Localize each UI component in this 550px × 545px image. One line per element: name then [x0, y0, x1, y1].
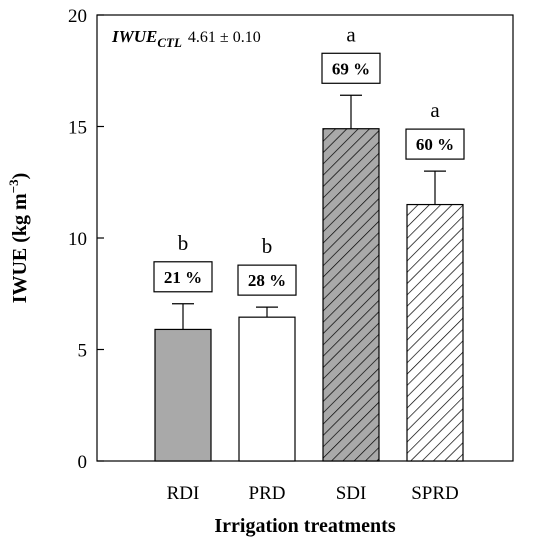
x-tick-label-prd: PRD: [249, 483, 286, 504]
y-axis-title-end: ): [9, 173, 31, 180]
percent-label-sdi: 69 %: [332, 59, 370, 78]
significance-letter-sprd: a: [430, 98, 440, 122]
significance-letter-prd: b: [262, 234, 273, 258]
percent-box-rdi: [153, 261, 213, 293]
x-tick-label-sdi: SDI: [336, 483, 367, 504]
annotation-main: IWUE: [111, 27, 157, 46]
percent-box-prd: [237, 264, 297, 296]
percent-box-sprd: [405, 128, 465, 160]
significance-letter-rdi: b: [178, 231, 189, 255]
bar-rdi: [154, 328, 212, 462]
percent-label-rdi: 21 %: [164, 268, 202, 287]
y-axis-title-sup: −3: [6, 179, 21, 193]
bar-sdi: [322, 128, 380, 462]
percent-label-sprd: 60 %: [416, 135, 454, 154]
y-tick-label: 10: [68, 229, 87, 250]
y-axis: 0 5 10 15 20: [68, 6, 104, 473]
y-tick-label: 5: [78, 341, 88, 362]
control-annotation: IWUECTL 4.61 ± 0.10: [111, 27, 261, 50]
x-axis: RDI PRD SDI SPRD: [167, 483, 459, 504]
y-axis-title-main: IWUE (kg m: [9, 193, 31, 303]
y-tick-label: 0: [78, 452, 88, 473]
y-axis-title: IWUE (kg m−3): [6, 173, 31, 304]
bars: 21 % b 28 % b 69 % a 60 % a: [153, 22, 465, 462]
y-tick-label: 15: [68, 118, 87, 139]
x-tick-label-rdi: RDI: [167, 483, 200, 504]
percent-label-prd: 28 %: [248, 271, 286, 290]
x-tick-label-sprd: SPRD: [411, 483, 459, 504]
percent-box-sdi: [321, 52, 381, 84]
y-tick-label: 20: [68, 6, 87, 27]
significance-letter-sdi: a: [346, 22, 356, 46]
x-axis-title: Irrigation treatments: [214, 515, 395, 537]
bar-sprd: [406, 203, 464, 462]
bar-prd: [238, 316, 296, 462]
annotation-sub: CTL: [157, 35, 182, 50]
annotation-value: 4.61 ± 0.10: [188, 29, 261, 46]
